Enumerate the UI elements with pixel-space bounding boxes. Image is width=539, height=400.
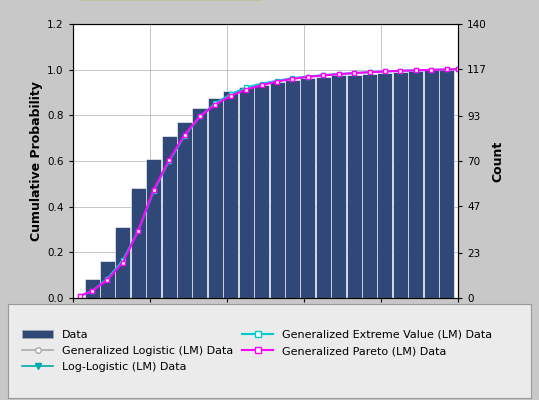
Bar xyxy=(192,108,208,298)
Bar xyxy=(208,98,223,298)
Bar xyxy=(362,74,377,298)
Bar xyxy=(393,72,408,298)
Bar xyxy=(377,73,392,298)
Legend: Data, Generalized Logistic (LM) Data, Log-Logistic (LM) Data, Generalized Extrem: Data, Generalized Logistic (LM) Data, Lo… xyxy=(19,326,496,376)
Bar xyxy=(316,76,331,298)
Y-axis label: Count: Count xyxy=(491,140,504,182)
Bar xyxy=(347,75,362,298)
Bar xyxy=(177,122,192,298)
Bar xyxy=(115,227,130,298)
Bar xyxy=(270,82,285,298)
Y-axis label: Cumulative Probability: Cumulative Probability xyxy=(30,81,43,241)
Bar xyxy=(239,87,254,298)
Bar xyxy=(408,71,423,298)
Bar xyxy=(285,80,300,298)
X-axis label: Flow-annual peak (cfs): Flow-annual peak (cfs) xyxy=(185,321,345,334)
Bar xyxy=(424,70,439,298)
Bar xyxy=(254,84,269,298)
Bar xyxy=(100,262,115,298)
Bar xyxy=(439,70,454,298)
Bar xyxy=(223,91,238,298)
Bar xyxy=(85,278,100,298)
Bar xyxy=(162,136,177,298)
Bar xyxy=(300,78,315,298)
Bar xyxy=(146,159,161,298)
Bar xyxy=(131,188,146,298)
Bar xyxy=(331,75,346,298)
